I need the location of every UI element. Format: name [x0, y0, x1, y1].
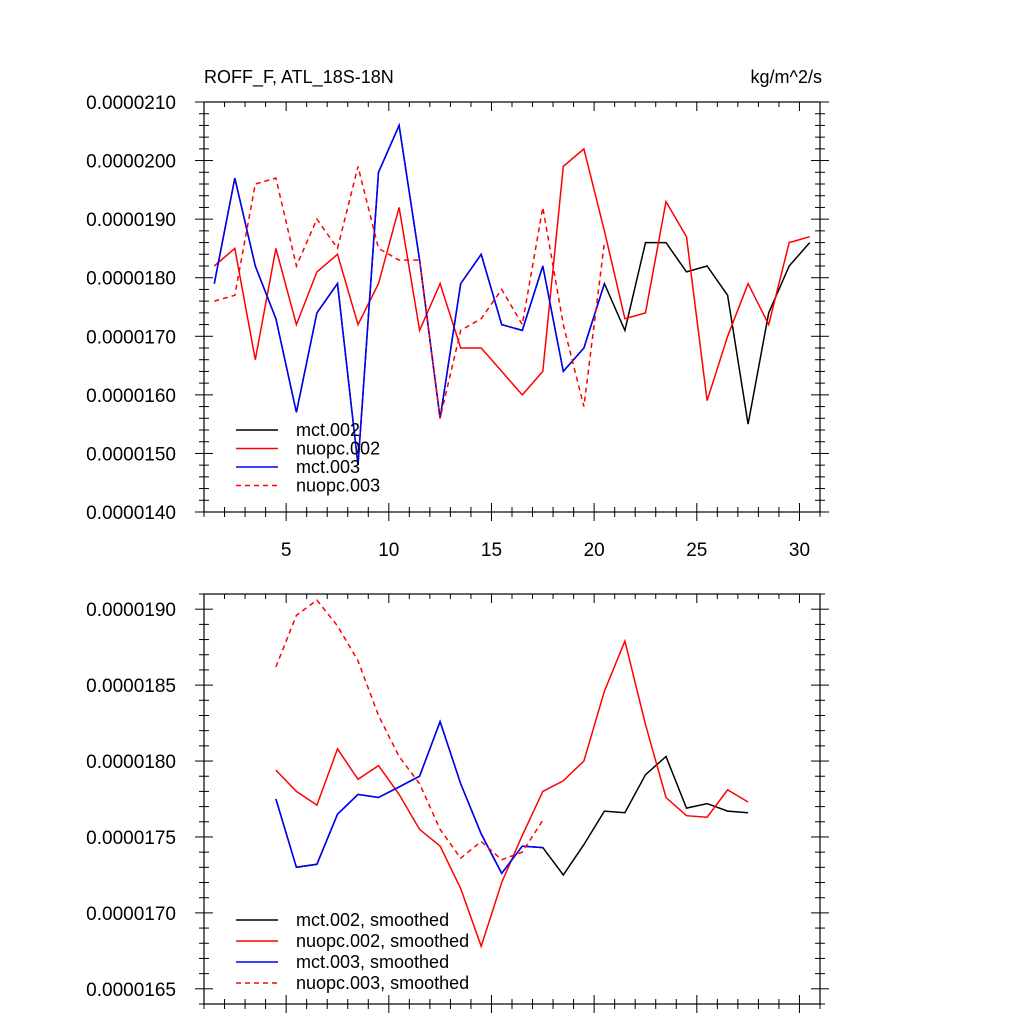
bottom-ytick-label: 0.0000180	[86, 752, 176, 773]
bottom-series-nuopc-003-smoothed	[275, 599, 544, 861]
bottom-legend-label: mct.002, smoothed	[296, 910, 449, 930]
top-ytick-label: 0.0000180	[86, 269, 176, 290]
bottom-ytick-label: 0.0000185	[86, 676, 176, 697]
top-xtick-label: 15	[481, 540, 502, 561]
bottom-legend-label: nuopc.003, smoothed	[296, 973, 469, 993]
top-xtick-label: 20	[584, 540, 605, 561]
top-xtick-label: 25	[686, 540, 707, 561]
bottom-ytick-label: 0.0000190	[86, 600, 176, 621]
top-series-mct-003	[213, 122, 606, 466]
top-series-nuopc-002	[213, 147, 810, 401]
top-ytick-label: 0.0000160	[86, 386, 176, 407]
top-ytick-label: 0.0000210	[86, 93, 176, 114]
top-xtick-label: 10	[378, 540, 399, 561]
top-legend-label: mct.002	[296, 420, 360, 440]
top-xtick-label: 30	[789, 540, 810, 561]
top-ytick-label: 0.0000200	[86, 152, 176, 173]
top-legend-label: nuopc.002	[296, 439, 380, 459]
bottom-ytick-label: 0.0000175	[86, 828, 176, 849]
top-xtick-label: 5	[281, 540, 292, 561]
top-panel: ROFF_F, ATL_18S-18N kg/m^2/s 5 10 15 20 25 30…	[86, 67, 829, 561]
top-ytick-label: 0.0000140	[86, 503, 176, 524]
top-legend-label: nuopc.003	[296, 476, 380, 496]
bottom-legend-label: nuopc.002, smoothed	[296, 931, 469, 951]
top-ytick-label: 0.0000190	[86, 210, 176, 231]
top-panel-units: kg/m^2/s	[751, 67, 822, 87]
top-ytick-label: 0.0000170	[86, 327, 176, 348]
bottom-ytick-label: 0.0000165	[86, 980, 176, 1001]
bottom-panel: 0.0000165 0.0000170 0.0000175 0.0000180 0.00…	[86, 593, 829, 1013]
bottom-legend-label: mct.003, smoothed	[296, 952, 449, 972]
top-panel-plot-area: 5 10 15 20 25 30 0.0000140 0.0000150 0.0000160 0.…	[86, 93, 829, 561]
top-legend-label: mct.003	[296, 457, 360, 477]
top-ytick-label: 0.0000150	[86, 444, 176, 465]
bottom-ytick-label: 0.0000170	[86, 904, 176, 925]
bottom-series-mct-003-smoothed	[275, 719, 543, 875]
top-panel-title: ROFF_F, ATL_18S-18N	[204, 67, 394, 88]
bottom-panel-plot-area: 0.0000165 0.0000170 0.0000175 0.0000180 0.00…	[86, 593, 829, 1013]
